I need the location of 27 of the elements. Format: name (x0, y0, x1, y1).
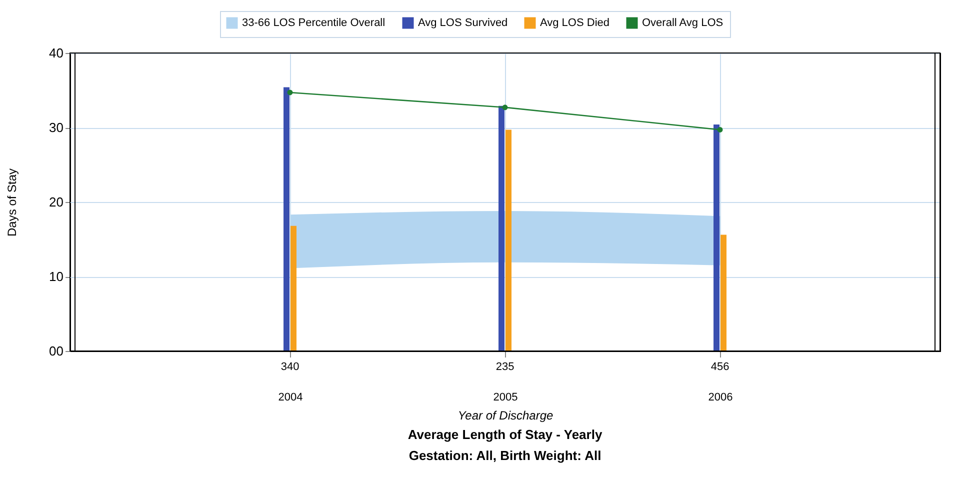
point (502, 104, 508, 110)
y-tick-label: 00 (49, 344, 64, 358)
text: 340 (280, 361, 300, 373)
text: Average Length of Stay - Yearly (408, 427, 603, 442)
bar (498, 106, 504, 351)
bar (720, 234, 726, 351)
text: 235 (496, 361, 514, 373)
bar (506, 130, 512, 351)
x-tick-label: 2006 (708, 392, 733, 404)
x-tick-label: 2005 (493, 392, 518, 404)
x-axis-title: Year of Discharge (458, 408, 554, 422)
bar (284, 87, 290, 351)
legend-label: 33-66 LOS Percentile Overall (242, 17, 386, 29)
text: Gestation: All, Birth Weight: All (408, 448, 602, 463)
y-tick-label: 20 (49, 194, 64, 210)
bar (714, 124, 720, 351)
y-tick-label: 30 (49, 120, 64, 135)
point (717, 127, 723, 132)
y-tick-label: 40 (49, 46, 64, 60)
text: 456 (710, 361, 730, 373)
legend-label: Avg LOS Survived (418, 17, 508, 29)
y-tick-label: 10 (49, 269, 64, 284)
y-axis-title: Days of Stay (5, 168, 20, 237)
x-tick-label: 2004 (278, 392, 303, 404)
legend-label: Overall Avg LOS (642, 17, 724, 29)
point (287, 90, 293, 96)
legend-label: Avg LOS Died (540, 17, 610, 29)
